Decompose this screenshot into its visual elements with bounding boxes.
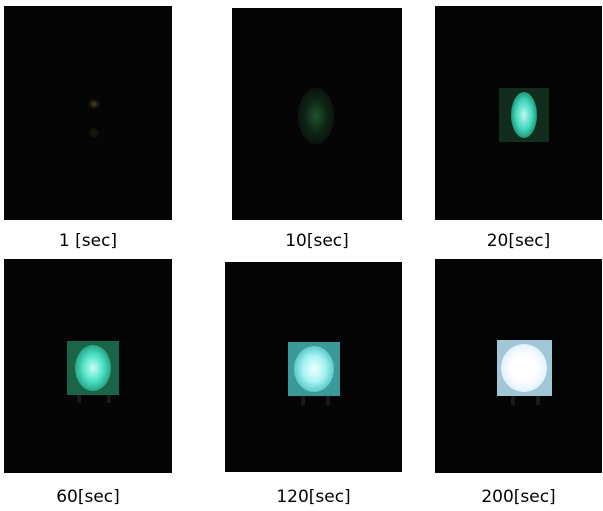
caption-120-sec: 120[sec] [276, 487, 351, 507]
photo-1-sec [4, 6, 172, 220]
lead-wire [77, 395, 81, 403]
lead-wire [301, 396, 305, 405]
photo-200-sec [435, 259, 602, 473]
cyan-glow [75, 345, 111, 391]
photo-60-sec [4, 259, 172, 473]
caption-1-sec: 1 [sec] [58, 231, 118, 251]
lead-wire [326, 396, 330, 405]
cyan-glow [511, 92, 537, 138]
bright-cyan-glow [294, 346, 334, 392]
caption-20-sec: 20[sec] [486, 231, 551, 251]
photo-20-sec [435, 6, 602, 220]
caption-10-sec: 10[sec] [285, 231, 349, 251]
lead-wire [511, 396, 515, 405]
faint-glow [88, 99, 100, 109]
dim-green-glow [298, 88, 334, 144]
lead-wire [536, 396, 540, 405]
photo-10-sec [232, 8, 402, 220]
caption-200-sec: 200[sec] [481, 487, 556, 507]
lead-wire [107, 395, 111, 403]
caption-60-sec: 60[sec] [56, 487, 120, 507]
white-glow [501, 344, 547, 392]
faint-glow [89, 128, 99, 138]
photo-120-sec [225, 262, 402, 472]
